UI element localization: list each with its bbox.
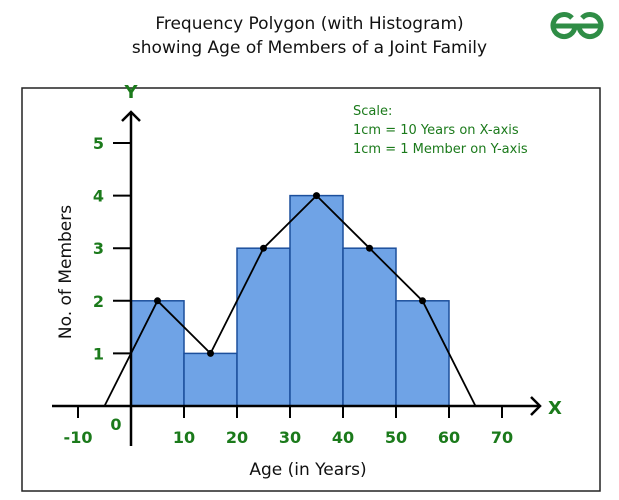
- x-tick-label: 10: [173, 428, 195, 447]
- y-tick-label: 3: [93, 239, 104, 258]
- x-tick-label: 20: [226, 428, 248, 447]
- scale-note-x: 1cm = 10 Years on X-axis: [353, 123, 519, 138]
- polygon-point: [260, 244, 267, 252]
- histogram-bar: [236, 247, 291, 407]
- chart-title-line-1: Frequency Polygon (with Histogram): [155, 14, 464, 34]
- x-tick-label: -10: [64, 428, 93, 447]
- polygon-point: [154, 297, 161, 305]
- scale-note-heading: Scale:: [353, 104, 392, 119]
- y-tick-label: 1: [93, 344, 104, 363]
- x-axis-letter: X: [548, 398, 562, 419]
- frequency-polygon-line: [103, 194, 477, 407]
- x-tick-label: 30: [279, 428, 301, 447]
- chart-title: Frequency Polygon (with Histogram) showi…: [0, 12, 619, 60]
- polygon-point: [313, 192, 320, 200]
- scale-note-y: 1cm = 1 Member on Y-axis: [353, 142, 528, 157]
- polygon-point: [207, 349, 214, 357]
- y-axis-letter: Y: [123, 82, 138, 103]
- x-axis-title: Age (in Years): [249, 460, 366, 480]
- x-tick-label: 70: [491, 428, 513, 447]
- y-axis-title: No. of Members: [56, 205, 76, 339]
- chart-frame: [21, 87, 601, 492]
- y-tick-label: 2: [93, 292, 104, 311]
- x-axis-arrow: [530, 396, 542, 416]
- polygon-point: [366, 244, 373, 252]
- histogram-bar: [289, 194, 344, 407]
- x-tick-label: 50: [385, 428, 407, 447]
- chart-title-line-2: showing Age of Members of a Joint Family: [131, 38, 488, 58]
- y-axis-arrow: [121, 110, 141, 122]
- y-tick-label: 4: [93, 187, 104, 206]
- x-tick-label: 60: [438, 428, 460, 447]
- histogram-bar: [183, 352, 238, 407]
- origin-label: 0: [110, 415, 121, 434]
- y-tick-label: 5: [93, 134, 104, 153]
- histogram-bar: [342, 247, 397, 407]
- histogram-bar: [395, 300, 450, 407]
- gfg-logo-icon: [550, 12, 604, 40]
- x-tick-label: 40: [332, 428, 354, 447]
- histogram-bar: [130, 300, 185, 407]
- polygon-point: [419, 297, 426, 305]
